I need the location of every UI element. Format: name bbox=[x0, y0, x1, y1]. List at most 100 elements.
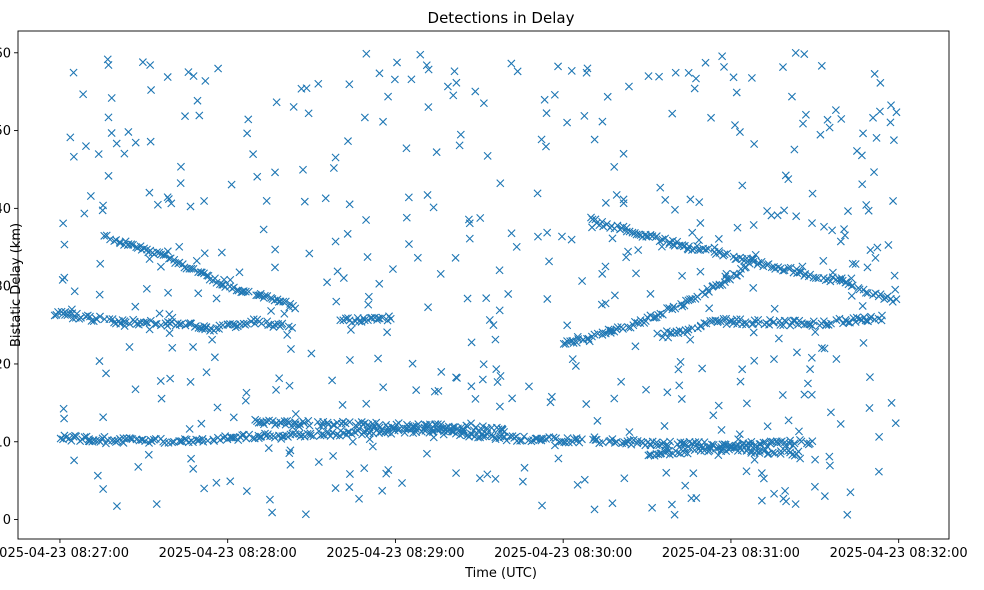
data-point bbox=[200, 197, 209, 206]
data-point bbox=[541, 142, 550, 151]
data-point bbox=[134, 320, 143, 329]
data-point bbox=[112, 236, 121, 245]
data-point bbox=[432, 148, 441, 157]
data-point bbox=[266, 432, 275, 441]
data-point bbox=[402, 213, 411, 222]
data-point bbox=[146, 316, 155, 325]
data-point bbox=[543, 294, 552, 303]
data-point bbox=[778, 63, 787, 72]
data-point bbox=[709, 441, 718, 450]
data-point bbox=[821, 276, 830, 285]
data-point bbox=[80, 209, 89, 218]
data-point bbox=[331, 237, 340, 246]
data-point bbox=[871, 253, 880, 262]
data-point bbox=[434, 386, 443, 395]
data-point bbox=[729, 73, 738, 82]
data-point bbox=[892, 108, 901, 117]
data-point bbox=[537, 436, 546, 445]
data-point bbox=[291, 410, 300, 418]
data-point bbox=[167, 199, 176, 208]
data-point bbox=[248, 434, 257, 443]
data-point bbox=[193, 436, 202, 445]
data-point bbox=[663, 388, 672, 397]
data-point bbox=[96, 259, 105, 268]
data-point bbox=[187, 454, 196, 463]
data-point bbox=[837, 274, 846, 283]
data-point bbox=[407, 75, 416, 84]
data-point bbox=[107, 129, 116, 138]
data-point bbox=[345, 418, 354, 427]
data-point bbox=[378, 313, 387, 322]
data-point bbox=[826, 319, 835, 328]
data-point bbox=[241, 396, 250, 405]
data-point bbox=[271, 168, 280, 177]
data-point bbox=[483, 151, 492, 160]
data-point bbox=[855, 314, 864, 323]
data-point bbox=[404, 193, 413, 202]
data-point bbox=[163, 73, 172, 82]
data-point bbox=[145, 188, 154, 197]
data-point bbox=[794, 447, 803, 456]
data-point bbox=[652, 232, 661, 241]
data-point bbox=[848, 259, 857, 268]
data-point bbox=[819, 256, 828, 265]
data-point bbox=[720, 62, 728, 71]
data-point bbox=[840, 225, 849, 234]
data-point bbox=[826, 277, 835, 286]
data-point bbox=[301, 510, 310, 519]
data-point bbox=[452, 469, 461, 478]
data-point bbox=[808, 189, 817, 198]
data-point bbox=[202, 368, 211, 377]
data-point bbox=[780, 206, 789, 215]
data-point bbox=[704, 287, 713, 296]
data-point bbox=[94, 150, 103, 159]
data-point bbox=[612, 190, 621, 199]
data-point bbox=[668, 109, 677, 118]
data-point bbox=[662, 468, 671, 477]
data-point bbox=[567, 66, 576, 75]
data-point bbox=[843, 207, 852, 216]
y-axis-title: Bistatic Delay (km) bbox=[9, 223, 24, 347]
data-point bbox=[495, 266, 504, 275]
data-point bbox=[456, 130, 465, 139]
data-point bbox=[809, 317, 818, 326]
data-point bbox=[345, 80, 354, 89]
data-point bbox=[103, 55, 112, 64]
data-point bbox=[686, 335, 695, 344]
data-point bbox=[142, 284, 151, 293]
data-point bbox=[588, 223, 596, 232]
data-point bbox=[742, 320, 751, 329]
data-point bbox=[631, 342, 640, 351]
data-point bbox=[386, 314, 395, 323]
data-point bbox=[518, 477, 527, 486]
data-point bbox=[658, 310, 667, 319]
data-point bbox=[835, 314, 844, 323]
data-point bbox=[863, 316, 872, 325]
data-point bbox=[91, 314, 100, 323]
data-point bbox=[590, 433, 599, 442]
data-point bbox=[747, 73, 756, 82]
data-point bbox=[210, 353, 219, 362]
data-point bbox=[625, 428, 634, 437]
data-point bbox=[208, 335, 217, 344]
data-point bbox=[442, 423, 451, 432]
data-point bbox=[259, 225, 268, 234]
data-point bbox=[270, 433, 279, 442]
data-point bbox=[164, 288, 173, 297]
data-point bbox=[731, 255, 740, 264]
data-point bbox=[79, 90, 88, 99]
data-point bbox=[235, 268, 244, 277]
data-point bbox=[667, 500, 676, 509]
data-point bbox=[422, 449, 431, 458]
data-point bbox=[568, 336, 577, 345]
data-point bbox=[502, 436, 511, 445]
data-point bbox=[696, 321, 705, 330]
data-point bbox=[214, 64, 223, 73]
data-point bbox=[495, 402, 504, 411]
data-point bbox=[184, 68, 193, 77]
data-point bbox=[825, 461, 834, 470]
data-point bbox=[681, 326, 690, 335]
data-point bbox=[610, 162, 619, 171]
data-point bbox=[280, 309, 289, 318]
data-point bbox=[618, 324, 627, 333]
